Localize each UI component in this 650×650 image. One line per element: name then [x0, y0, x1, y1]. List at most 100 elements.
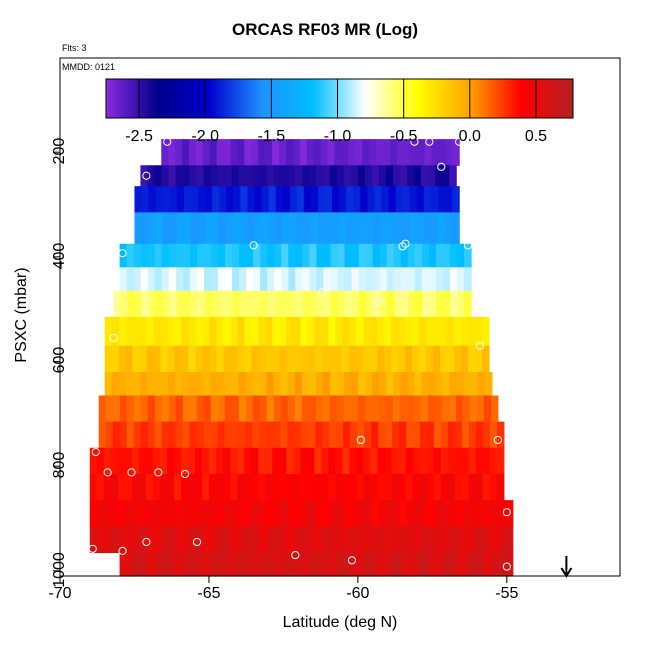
heatmap-cell: [400, 243, 409, 268]
heatmap-cell: [476, 395, 485, 423]
heatmap-cell: [246, 243, 254, 268]
heatmap-cell: [372, 371, 380, 397]
heatmap-cell: [468, 447, 477, 475]
heatmap-cell: [445, 186, 453, 213]
heatmap-cell: [189, 371, 197, 397]
sample-point: [88, 544, 97, 553]
heatmap-cell: [369, 139, 377, 166]
heatmap-cell: [433, 447, 442, 475]
heatmap-cell: [310, 212, 319, 245]
heatmap-cell: [188, 473, 196, 501]
heatmap-cell: [428, 552, 437, 577]
heatmap-cell: [258, 500, 267, 527]
heatmap-cell: [266, 395, 275, 423]
heatmap-cell: [447, 473, 456, 501]
heatmap-cell: [98, 395, 107, 423]
heatmap-cell: [456, 500, 465, 527]
heatmap-cell: [423, 212, 432, 245]
heatmap-cell: [402, 212, 411, 245]
heatmap-cell: [442, 552, 451, 577]
heatmap-cell: [161, 243, 170, 268]
heatmap-cell: [496, 473, 505, 501]
heatmap-cell: [161, 552, 170, 577]
heatmap-cell: [349, 447, 358, 475]
heatmap-cell: [195, 345, 204, 373]
heatmap-cell: [210, 421, 219, 449]
heatmap-cell: [267, 552, 275, 577]
heatmap-cell: [153, 500, 161, 527]
heatmap-cell: [168, 421, 177, 449]
chart-title: ORCAS RF03 MR (Log): [231, 20, 419, 39]
heatmap-cell: [365, 243, 374, 268]
heatmap-cell: [174, 526, 183, 554]
heatmap-cell: [252, 421, 260, 449]
heatmap-cell: [224, 371, 233, 397]
heatmap-cell: [197, 212, 206, 245]
heatmap-cell: [457, 243, 465, 268]
heatmap-cell: [258, 526, 267, 554]
heatmap-cell: [496, 421, 505, 449]
sample-point: [163, 137, 172, 146]
heatmap-cell: [253, 267, 261, 292]
sample-point: [502, 508, 511, 517]
heatmap-cell: [183, 186, 192, 213]
heatmap-cell: [315, 371, 324, 397]
heatmap-cell: [386, 552, 395, 577]
heatmap-cell: [400, 165, 408, 187]
heatmap-cell: [280, 165, 289, 187]
heatmap-cell: [386, 290, 395, 318]
heatmap-cell: [421, 243, 430, 268]
heatmap-cell: [119, 395, 128, 423]
heatmap-cell: [161, 371, 169, 397]
heatmap-cell: [168, 371, 176, 397]
heatmap-cell: [274, 290, 283, 318]
heatmap-cell: [363, 473, 372, 501]
heatmap-cell: [247, 212, 256, 245]
heatmap-cell: [315, 395, 324, 423]
heatmap-cell: [268, 186, 277, 213]
sample-point: [142, 537, 151, 547]
heatmap-cell: [104, 317, 113, 347]
heatmap-cell: [395, 186, 404, 213]
heatmap-cell: [457, 267, 465, 292]
heatmap-cell: [231, 371, 240, 397]
heatmap-cell: [342, 317, 350, 347]
heatmap-cell: [265, 317, 273, 347]
heatmap-cell: [378, 500, 387, 527]
heatmap-cell: [188, 345, 197, 373]
heatmap-cell: [224, 421, 233, 449]
heatmap-cell: [245, 371, 254, 397]
heatmap-cell: [428, 371, 437, 397]
heatmap-cell: [400, 267, 409, 292]
y-tick-label: 800: [51, 451, 68, 479]
heatmap-cell: [272, 345, 280, 373]
heatmap-cell: [393, 165, 401, 187]
heatmap-cell: [332, 186, 340, 213]
heatmap-cell: [498, 526, 507, 554]
heatmap-cell: [310, 186, 319, 213]
heatmap-cell: [294, 395, 303, 423]
sample-point: [109, 333, 118, 343]
heatmap-cell: [329, 421, 337, 449]
heatmap-cell: [379, 243, 388, 268]
heatmap-cell: [477, 500, 486, 527]
heatmap-cell: [398, 345, 406, 373]
heatmap-cell: [470, 552, 479, 577]
heatmap-cell: [124, 473, 133, 501]
heatmap-cell: [197, 186, 206, 213]
heatmap-cell: [344, 290, 353, 318]
heatmap-cell: [202, 500, 211, 527]
heatmap-cell: [288, 290, 297, 318]
heatmap-cell: [474, 345, 483, 373]
heatmap-cell: [273, 421, 281, 449]
heatmap-cell: [280, 371, 289, 397]
heatmap-cell: [302, 552, 310, 577]
heatmap-cell: [406, 395, 415, 423]
heatmap-cell: [120, 290, 129, 318]
heatmap-cell: [89, 473, 98, 501]
x-axis-label: Latitude (deg N): [282, 614, 398, 631]
heatmap-cell: [223, 526, 232, 554]
heatmap-cell: [160, 345, 169, 373]
heatmap-cell: [426, 473, 435, 501]
